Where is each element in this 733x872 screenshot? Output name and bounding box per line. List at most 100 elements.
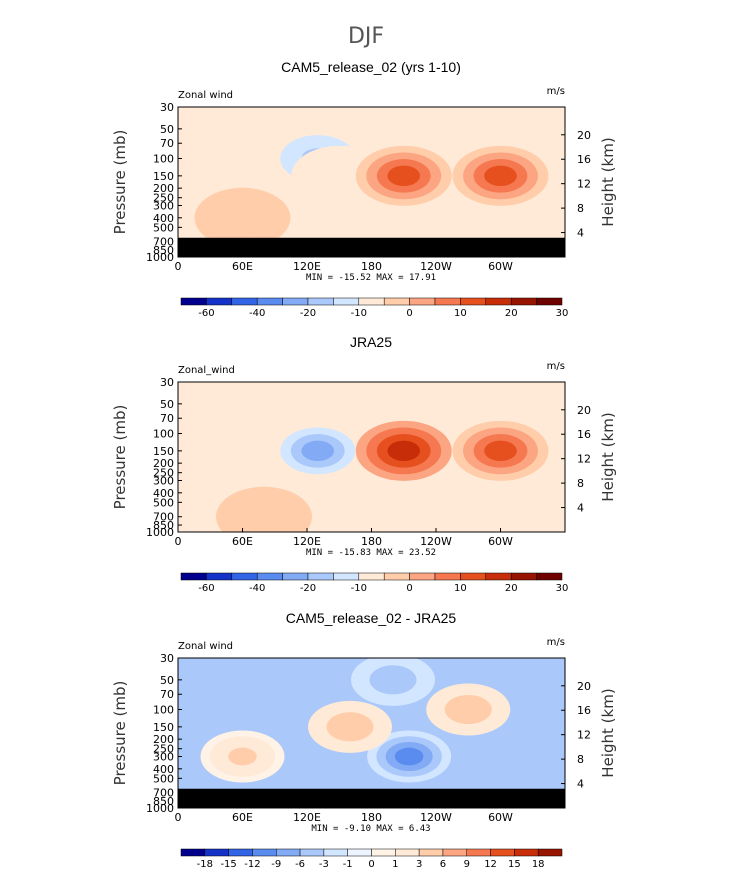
- colorbar-swatch: [409, 572, 436, 581]
- y-tick-label: 250: [153, 192, 174, 205]
- max-value: 6.43: [409, 824, 431, 834]
- y-axis-label: Pressure (mb): [111, 405, 129, 510]
- colorbar-label: 9: [464, 859, 470, 870]
- contour-level: [387, 165, 421, 187]
- y2-tick-label: 20: [577, 404, 591, 417]
- y-tick-label: 700: [153, 236, 174, 249]
- colorbar-swatch: [206, 297, 233, 306]
- x-tick-label: 120W: [420, 535, 452, 548]
- units-label: m/s: [547, 86, 565, 97]
- y2-tick-label: 12: [577, 178, 591, 191]
- panel-title: CAM5_release_02 (yrs 1-10): [281, 59, 461, 75]
- colorbar-swatch: [180, 297, 207, 306]
- colorbar-swatch: [307, 572, 334, 581]
- colorbar-label: 18: [532, 859, 545, 870]
- figure-title: DJF: [348, 24, 384, 49]
- min-value: -15.52: [338, 273, 376, 283]
- colorbar-swatch: [204, 848, 229, 857]
- y-tick-label: 850: [153, 519, 174, 532]
- colorbar-swatch: [485, 572, 512, 581]
- colorbar-label: 12: [484, 859, 497, 870]
- y-tick-label: 200: [153, 733, 174, 746]
- x-tick-label: 60E: [232, 535, 253, 548]
- colorbar-swatch: [514, 848, 539, 857]
- y-tick-label: 700: [153, 787, 174, 800]
- colorbar-label: -3: [319, 859, 329, 870]
- max-label: MAX =: [376, 548, 409, 558]
- y-tick-label: 100: [153, 153, 174, 166]
- colorbar-swatch: [466, 848, 491, 857]
- colorbar-swatch: [383, 297, 410, 306]
- y2-axis-label: Height (km): [599, 688, 617, 777]
- colorbar-label: 10: [454, 583, 467, 594]
- colorbar-label: 15: [508, 859, 521, 870]
- y-tick-label: 150: [153, 170, 174, 183]
- contour-level: [301, 440, 335, 462]
- contour-field: [178, 107, 565, 257]
- colorbar-swatch: [231, 572, 258, 581]
- colorbar-label: -60: [198, 583, 214, 594]
- y2-tick-label: 8: [577, 753, 584, 766]
- colorbar-swatch: [383, 572, 410, 581]
- y2-tick-label: 20: [577, 129, 591, 142]
- y-tick-label: 250: [153, 467, 174, 480]
- y-tick-label: 70: [160, 137, 174, 150]
- colorbar: -60 -40 -20 -10 0 10 20 30: [180, 297, 568, 319]
- contour-level: [484, 165, 517, 187]
- colorbar-swatch: [231, 297, 258, 306]
- variable-label: Zonal_wind: [178, 365, 235, 376]
- y-tick-label: 50: [160, 674, 174, 687]
- colorbar-swatch: [510, 572, 537, 581]
- y2-tick-label: 16: [577, 153, 591, 166]
- surface-mask: [178, 237, 565, 257]
- y-tick-label: 200: [153, 182, 174, 195]
- colorbar-swatch: [206, 572, 233, 581]
- y-tick-label: 500: [153, 496, 174, 509]
- colorbar-label: -15: [220, 859, 236, 870]
- min-value: -9.10: [344, 824, 377, 834]
- colorbar-swatch: [256, 297, 283, 306]
- y2-tick-label: 8: [577, 202, 584, 215]
- colorbar-label: 0: [406, 583, 412, 594]
- y-tick-label: 150: [153, 445, 174, 458]
- y-tick-label: 200: [153, 457, 174, 470]
- colorbar-label: 20: [505, 308, 518, 319]
- max-label: MAX =: [376, 824, 409, 834]
- y-tick-label: 150: [153, 721, 174, 734]
- y2-axis-label: Height (km): [599, 137, 617, 226]
- contour-level: [453, 700, 483, 719]
- contour-level: [247, 506, 281, 527]
- surface-mask: [178, 788, 565, 808]
- variable-label: Zonal wind: [178, 641, 233, 652]
- colorbar-swatch: [333, 297, 360, 306]
- x-tick-label: 60W: [488, 260, 513, 273]
- x-tick-label: 120W: [420, 811, 452, 824]
- colorbar-swatch: [282, 297, 309, 306]
- colorbar: -60 -40 -20 -10 0 10 20 30: [180, 572, 568, 594]
- y-tick-label: 300: [153, 750, 174, 763]
- max-label: MAX =: [376, 273, 409, 283]
- x-tick-label: 0: [175, 260, 182, 273]
- y-tick-label: 1000: [146, 251, 174, 264]
- colorbar-label: -12: [244, 859, 260, 870]
- colorbar-swatch: [228, 848, 253, 857]
- y-tick-label: 50: [160, 398, 174, 411]
- colorbar-label: -6: [295, 859, 305, 870]
- min-value: -15.83: [338, 548, 376, 558]
- colorbar-swatch: [442, 848, 467, 857]
- y2-tick-label: 16: [577, 704, 591, 717]
- y-tick-label: 250: [153, 743, 174, 756]
- colorbar-label: 20: [505, 583, 518, 594]
- y-tick-label: 400: [153, 487, 174, 500]
- y2-tick-label: 4: [577, 778, 584, 791]
- variable-label: Zonal wind: [178, 90, 233, 101]
- colorbar-swatch: [536, 572, 563, 581]
- colorbar-label: 6: [440, 859, 446, 870]
- colorbar-label: -60: [198, 308, 214, 319]
- y2-tick-label: 12: [577, 729, 591, 742]
- x-tick-label: 60E: [232, 260, 253, 273]
- panel-title: JRA25: [350, 334, 392, 350]
- colorbar-swatch: [276, 848, 301, 857]
- colorbar-swatch: [485, 297, 512, 306]
